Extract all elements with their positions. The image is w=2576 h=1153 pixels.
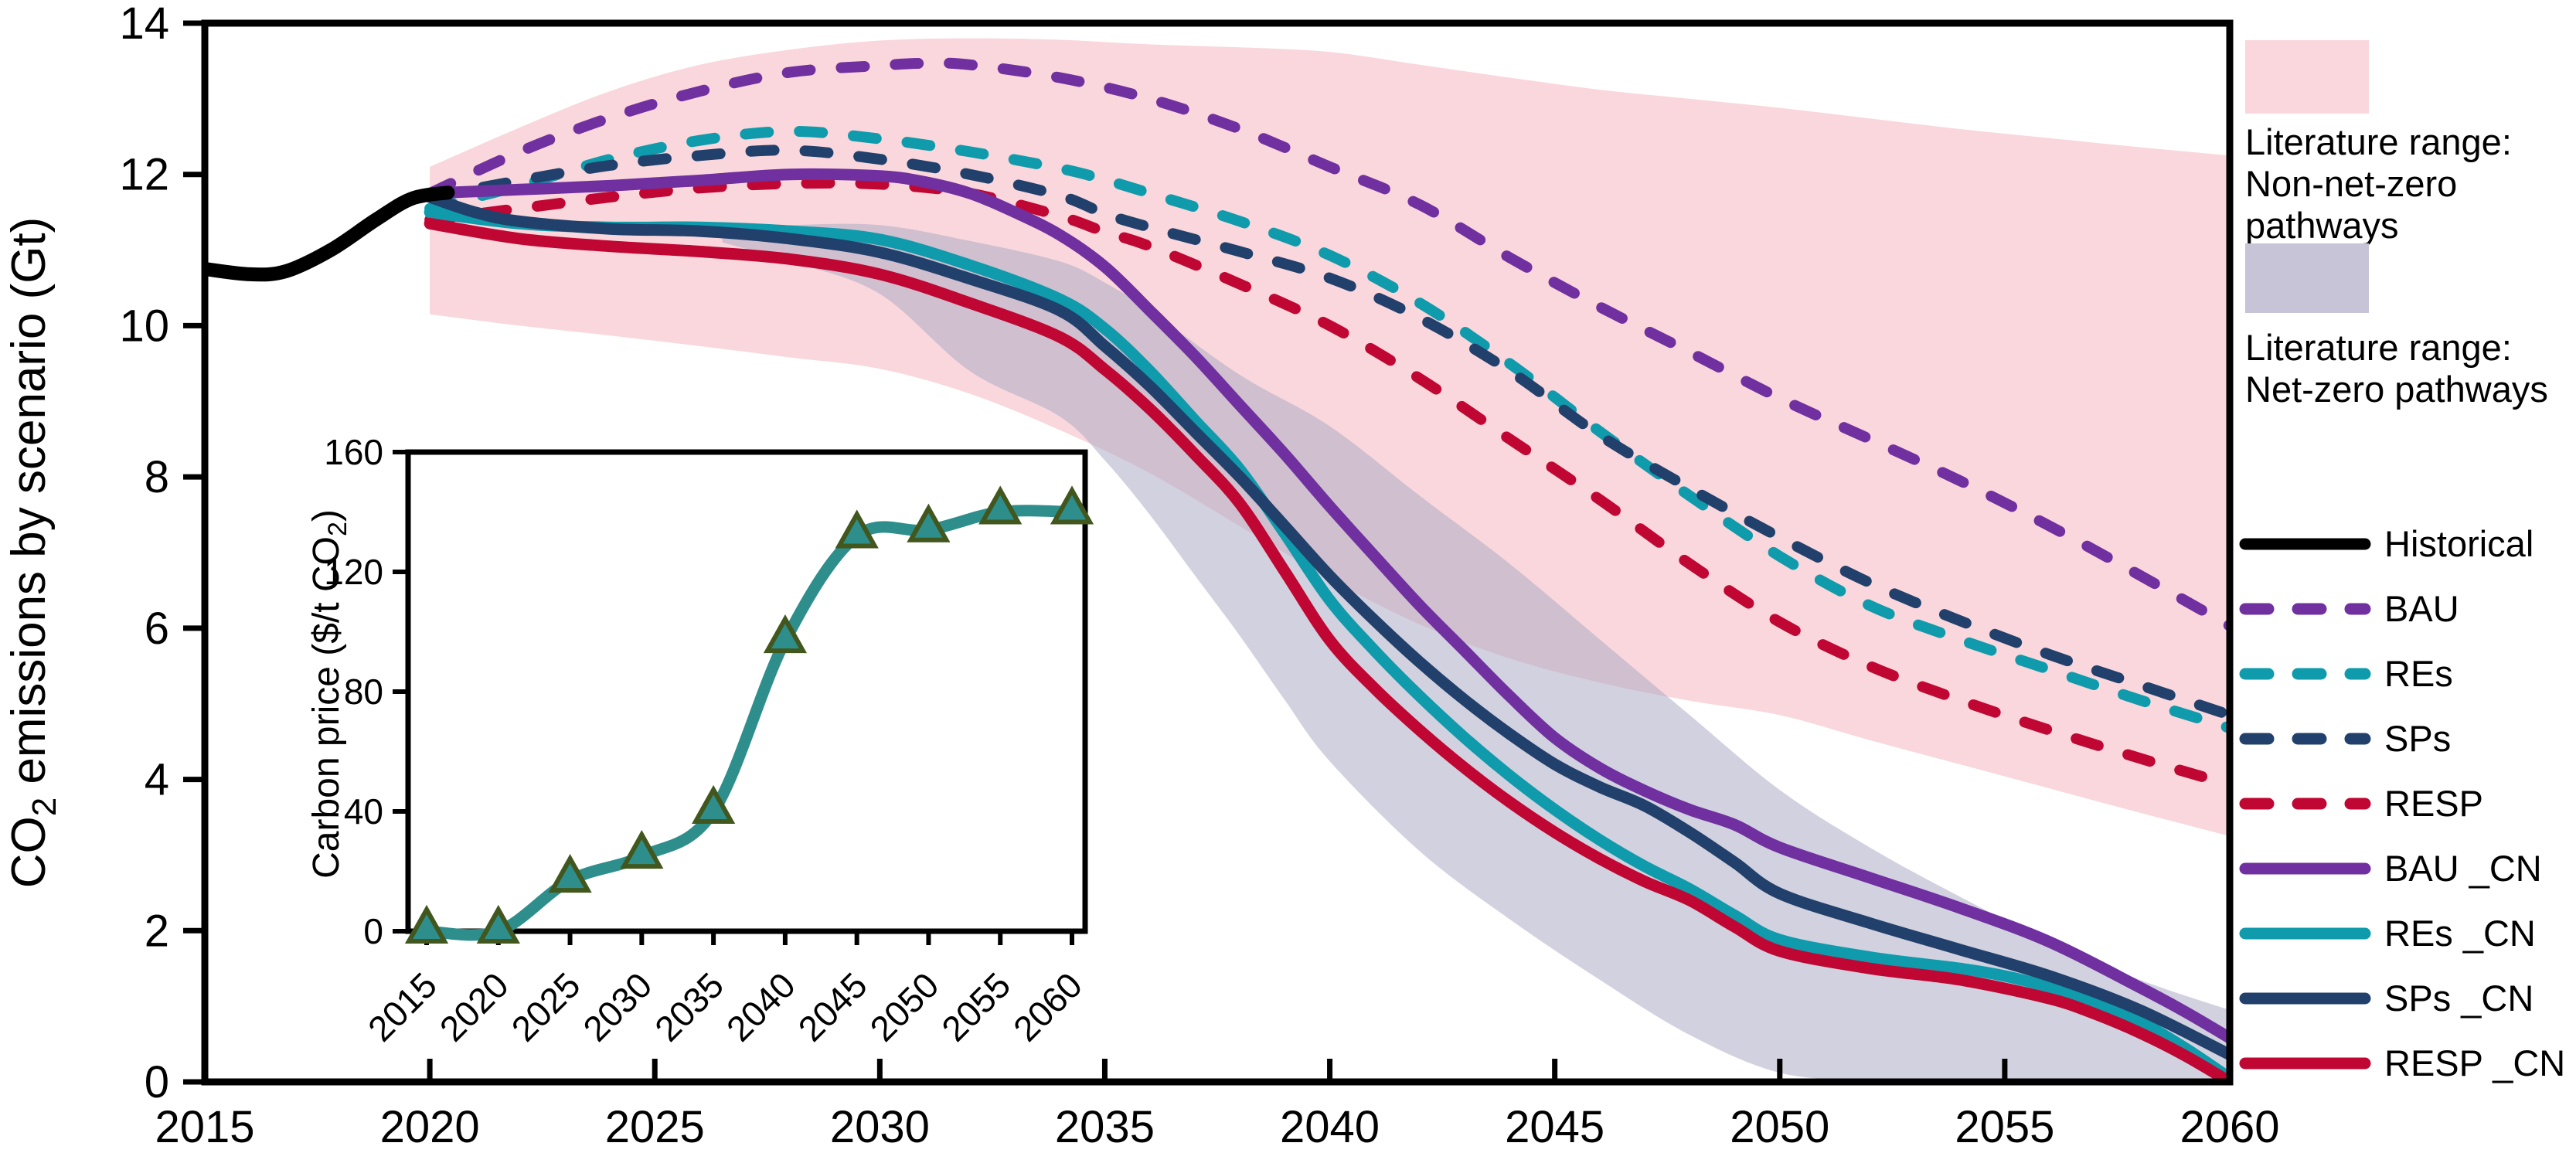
legend-label-historical: Historical: [2384, 523, 2533, 564]
legend-label-resp: RESP: [2384, 783, 2483, 824]
legend-label-res: REs: [2384, 653, 2453, 694]
inset-y-tick-label: 160: [324, 432, 383, 472]
inset-y-tick-label: 80: [344, 672, 383, 712]
x-axis-tick-label: 2060: [2180, 1102, 2279, 1152]
inset-x-tick-label: 2035: [647, 964, 731, 1049]
legend-range-label-non-net-zero: Non-net-zero: [2245, 163, 2457, 204]
series-line-resp_cn: [424, 217, 2230, 1082]
y-axis-tick-label: 2: [145, 906, 169, 956]
legend-swatch-non-net-zero: [2245, 40, 2369, 114]
inset-data-marker-triangle: [476, 904, 520, 944]
inset-y-tick-label: 40: [344, 791, 383, 832]
legend-swatch-net-zero: [2245, 243, 2369, 313]
x-axis-tick-label: 2015: [155, 1102, 254, 1152]
inset-x-tick-label: 2015: [360, 964, 444, 1049]
series-line-res: [424, 125, 2230, 733]
series-line-bau: [424, 57, 2230, 631]
inset-data-marker-triangle: [1050, 485, 1094, 525]
y-axis-tick-label: 14: [119, 0, 169, 49]
x-axis-tick-label: 2050: [1730, 1102, 1829, 1152]
series-line-historical: [205, 185, 455, 282]
inset-x-tick-label: 2055: [934, 964, 1018, 1049]
inset-x-tick-label: 2030: [575, 964, 659, 1049]
inset-x-tick-label: 2050: [862, 964, 946, 1049]
x-axis-tick-label: 2045: [1505, 1102, 1604, 1152]
inset-data-marker-triangle: [548, 853, 592, 893]
x-axis-tick-label: 2035: [1055, 1102, 1155, 1152]
series-line-sps: [424, 145, 2230, 721]
inset-data-marker-triangle: [978, 485, 1023, 525]
inset-data-marker-triangle: [691, 784, 736, 824]
legend-label-resp_cn: RESP _CN: [2384, 1042, 2565, 1083]
y-axis-tick-label: 4: [145, 755, 169, 805]
legend: Literature range:Non-net-zeropathwaysLit…: [2239, 40, 2565, 1083]
legend-label-sps_cn: SPs _CN: [2384, 978, 2533, 1019]
y-axis-tick-label: 0: [145, 1057, 169, 1107]
x-axis-tick-label: 2020: [380, 1102, 480, 1152]
y-axis-tick-label: 8: [145, 452, 169, 502]
inset-data-marker-triangle: [907, 503, 951, 542]
legend-label-res_cn: REs _CN: [2384, 913, 2536, 954]
inset-x-tick-label: 2020: [432, 964, 516, 1049]
x-axis-tick-label: 2040: [1280, 1102, 1380, 1152]
x-axis-tick-label: 2030: [830, 1102, 930, 1152]
inset-data-marker-triangle: [620, 829, 664, 869]
series-line-bau_cn: [424, 168, 2230, 1044]
inset-carbon-price-line: [420, 505, 1078, 941]
inset-data-marker-triangle: [404, 904, 449, 944]
inset-background: [408, 452, 1085, 931]
legend-label-bau_cn: BAU _CN: [2384, 848, 2542, 889]
series-line-resp: [424, 177, 2230, 791]
y-axis-title: CO2 emissions by scenario (Gt): [2, 217, 63, 889]
inset-data-marker-triangle: [835, 509, 879, 549]
x-axis-tick-label: 2025: [605, 1102, 705, 1152]
legend-label-bau: BAU: [2384, 588, 2459, 629]
series-line-res_cn: [424, 206, 2230, 1082]
legend-range-label-net-zero: Net-zero pathways: [2245, 369, 2548, 410]
plot-frame: [201, 19, 2234, 1086]
x-axis-tick-label: 2055: [1955, 1102, 2054, 1152]
y-axis-tick-label: 12: [119, 150, 169, 200]
y-axis-tick-label: 10: [119, 301, 169, 351]
inset-x-tick-label: 2025: [503, 964, 587, 1049]
inset-y-axis-title: Carbon price ($/t CO2): [306, 509, 352, 879]
y-axis-tick-label: 6: [145, 604, 169, 654]
legend-range-label-net-zero: Literature range:: [2245, 327, 2512, 368]
inset-y-tick-label: 0: [363, 911, 383, 951]
series-line-sps_cn: [424, 191, 2230, 1061]
inset-data-marker-triangle: [763, 614, 808, 654]
legend-range-label-non-net-zero: pathways: [2245, 205, 2399, 246]
scenario-lines: [205, 57, 2230, 1082]
legend-range-label-non-net-zero: Literature range:: [2245, 121, 2512, 162]
inset-y-tick-label: 120: [324, 552, 383, 592]
legend-label-sps: SPs: [2384, 718, 2451, 759]
axes-frame: [183, 19, 2234, 1086]
inset-x-tick-label: 2040: [719, 964, 803, 1049]
inset-carbon-price-chart: 0408012016020152020202520302035204020452…: [324, 432, 1094, 1049]
inset-x-tick-label: 2045: [791, 964, 875, 1049]
inset-x-tick-label: 2060: [1006, 964, 1090, 1049]
